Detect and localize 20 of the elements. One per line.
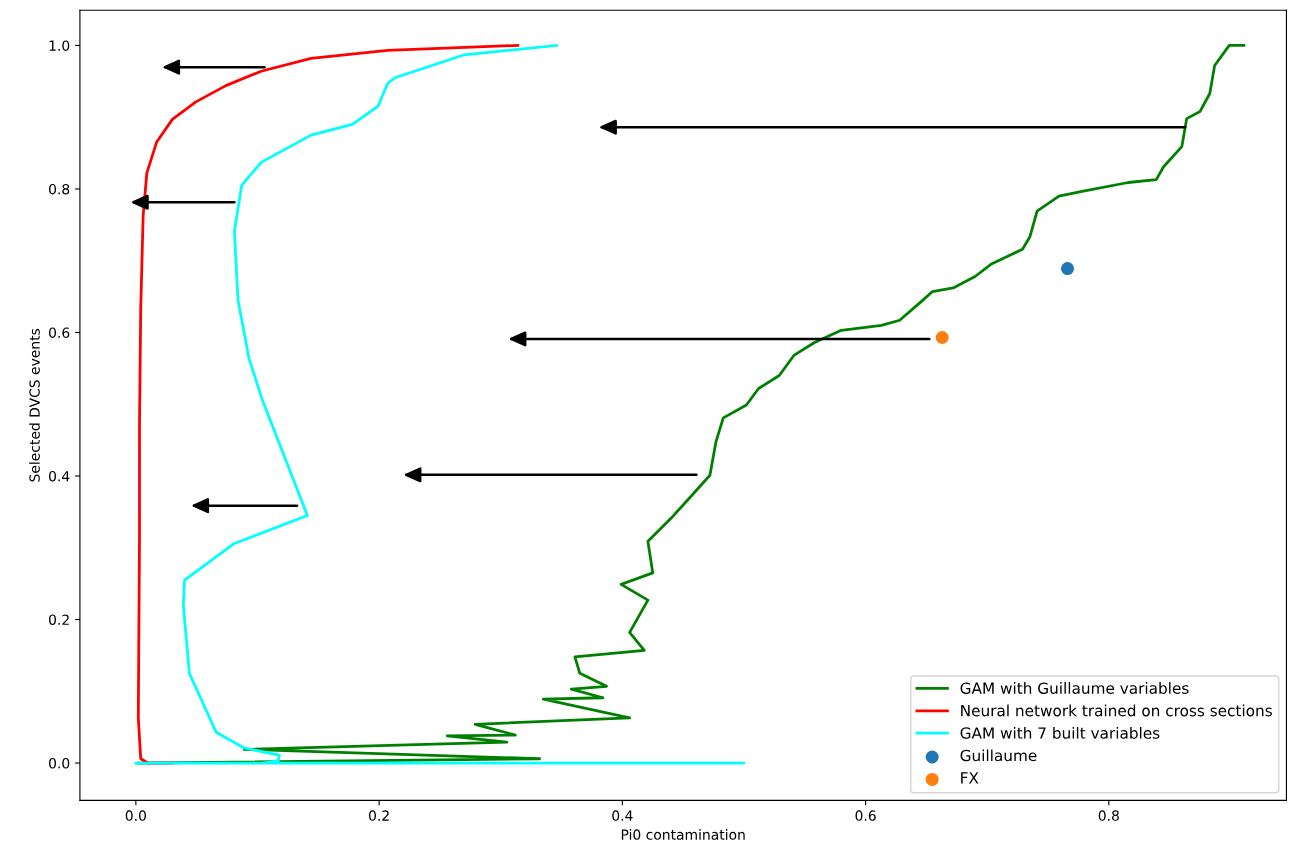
y-tick-label: 0.6 <box>49 327 70 338</box>
legend-label: Neural network trained on cross sections <box>961 704 1272 717</box>
y-tick-label: 0.2 <box>49 614 69 625</box>
y-tick-label: 0.0 <box>49 758 70 769</box>
line-series <box>134 44 746 765</box>
y-tick-label: 0.8 <box>49 183 70 195</box>
x-axis-title: Pi0 contamination <box>621 829 745 840</box>
legend-label: Guillaume <box>960 749 1037 762</box>
y-axis-title: Selected DVCS events <box>29 328 40 482</box>
legend-label: FX <box>961 772 979 784</box>
x-tick-label: 0.6 <box>855 810 876 821</box>
y-tick-label: 1.0 <box>49 40 70 51</box>
x-tick-label: 0.0 <box>125 810 146 821</box>
legend-label: GAM with 7 built variables <box>960 726 1160 739</box>
line-series <box>136 44 520 765</box>
legend-label: GAM with Guillaume variables <box>960 682 1189 694</box>
y-tick-label: 0.4 <box>49 470 70 482</box>
x-tick-label: 0.4 <box>612 810 633 821</box>
x-tick-label: 0.8 <box>1098 810 1119 821</box>
x-tick-label: 0.2 <box>368 810 389 821</box>
